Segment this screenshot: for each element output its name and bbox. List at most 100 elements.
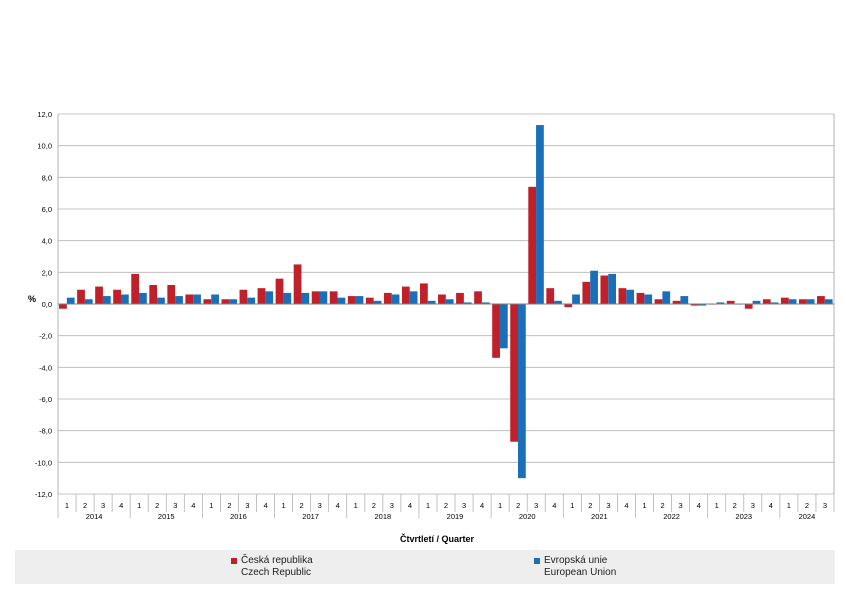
bar-czech-republic	[726, 300, 735, 304]
bar-czech-republic	[474, 291, 482, 304]
bar-european-union	[175, 296, 183, 304]
x-tick-label-year: 2023	[735, 512, 752, 521]
x-tick-label-quarter: 4	[119, 501, 123, 510]
bar-european-union	[824, 299, 833, 304]
bar-european-union	[373, 300, 382, 304]
legend-label-cz: Česká republika	[241, 555, 313, 566]
x-tick-label-year: 2019	[447, 512, 464, 521]
x-tick-label-quarter: 2	[372, 501, 376, 510]
x-tick-label-quarter: 1	[281, 501, 285, 510]
bar-european-union	[265, 291, 274, 304]
bar-european-union	[608, 273, 616, 304]
x-tick-label-quarter: 2	[83, 501, 87, 510]
bar-european-union	[518, 304, 526, 479]
bar-european-union	[391, 294, 400, 304]
bar-european-union	[211, 294, 219, 304]
x-tick-label-quarter: 3	[823, 501, 827, 510]
x-tick-label-quarter: 2	[444, 501, 448, 510]
legend-item-czech-republic: Česká republika Czech Republic	[231, 555, 313, 579]
bar-czech-republic	[167, 285, 176, 304]
x-tick-label-quarter: 4	[769, 501, 773, 510]
bar-european-union	[662, 291, 671, 304]
x-tick-label-quarter: 3	[390, 501, 394, 510]
chart-bars	[59, 125, 833, 479]
bar-european-union	[716, 302, 725, 304]
x-tick-label-quarter: 2	[660, 501, 664, 510]
y-tick-label: 10,0	[37, 142, 52, 151]
bar-european-union	[499, 304, 508, 349]
y-tick-label: 2,0	[42, 268, 52, 277]
bar-european-union	[554, 300, 562, 304]
bar-european-union	[157, 297, 165, 304]
bar-european-union	[427, 300, 436, 304]
x-tick-label-quarter: 3	[606, 501, 610, 510]
bar-czech-republic	[329, 291, 338, 304]
bar-european-union	[120, 294, 129, 304]
bar-european-union	[301, 292, 310, 304]
bar-czech-republic	[77, 289, 85, 304]
x-tick-label-quarter: 2	[588, 501, 592, 510]
bar-czech-republic	[221, 299, 230, 304]
legend-swatch-european-union	[534, 558, 540, 564]
bar-czech-republic	[401, 286, 410, 304]
bar-czech-republic	[438, 294, 446, 304]
bar-czech-republic	[510, 304, 519, 442]
x-tick-label-year: 2024	[799, 512, 816, 521]
x-tick-label-quarter: 3	[462, 501, 466, 510]
y-tick-label: -4,0	[39, 363, 52, 372]
legend-label-eu: Evropská unie	[544, 555, 608, 566]
y-tick-label: -8,0	[39, 427, 52, 436]
chart-axes	[57, 114, 835, 494]
bar-czech-republic	[257, 288, 266, 304]
bar-european-union	[770, 302, 779, 304]
x-tick-label-quarter: 1	[137, 501, 141, 510]
bar-czech-republic	[762, 299, 771, 304]
bar-czech-republic	[780, 297, 789, 304]
bar-european-union	[626, 289, 635, 304]
x-tick-label-year: 2017	[302, 512, 319, 521]
bar-czech-republic	[59, 304, 67, 309]
bar-european-union	[463, 302, 472, 304]
bar-czech-republic	[131, 273, 140, 304]
x-tick-label-quarter: 4	[480, 501, 484, 510]
x-tick-label-quarter: 1	[426, 501, 430, 510]
x-tick-label-year: 2014	[86, 512, 103, 521]
bar-european-union	[698, 304, 707, 306]
x-tick-label-quarter: 2	[155, 501, 159, 510]
legend: Česká republika Czech Republic Evropská …	[15, 550, 835, 584]
x-tick-label-quarter: 4	[336, 501, 340, 510]
legend-swatch-czech-republic	[231, 558, 237, 564]
bar-european-union	[680, 296, 689, 304]
x-tick-label-quarter: 3	[534, 501, 538, 510]
x-tick-label-quarter: 4	[697, 501, 701, 510]
bar-czech-republic	[744, 304, 753, 309]
x-tick-label-quarter: 4	[624, 501, 628, 510]
legend-label-eu-en: European Union	[544, 567, 617, 578]
bar-czech-republic	[618, 288, 627, 304]
bar-european-union	[193, 294, 201, 304]
x-tick-label-quarter: 1	[715, 501, 719, 510]
x-tick-label-quarter: 3	[318, 501, 322, 510]
legend-label-cz-en: Czech Republic	[241, 567, 312, 578]
bar-european-union	[66, 297, 75, 304]
bar-european-union	[590, 270, 598, 304]
x-tick-label-quarter: 4	[552, 501, 556, 510]
bar-european-union	[139, 292, 147, 304]
x-tick-label-quarter: 3	[173, 501, 177, 510]
bar-czech-republic	[690, 304, 699, 306]
bar-czech-republic	[275, 278, 284, 304]
bar-czech-republic	[347, 296, 356, 304]
bar-czech-republic	[582, 281, 591, 304]
bar-czech-republic	[600, 275, 609, 304]
x-tick-label-quarter: 1	[787, 501, 791, 510]
bar-european-union	[229, 299, 238, 304]
x-tick-label-year: 2018	[374, 512, 391, 521]
y-axis-title: %	[28, 294, 36, 304]
chart-gridlines	[58, 113, 834, 495]
x-tick-label-year: 2022	[663, 512, 680, 521]
bar-czech-republic	[203, 299, 212, 304]
bar-czech-republic	[654, 299, 663, 304]
y-tick-label: -10,0	[35, 458, 52, 467]
bar-european-union	[84, 299, 93, 304]
